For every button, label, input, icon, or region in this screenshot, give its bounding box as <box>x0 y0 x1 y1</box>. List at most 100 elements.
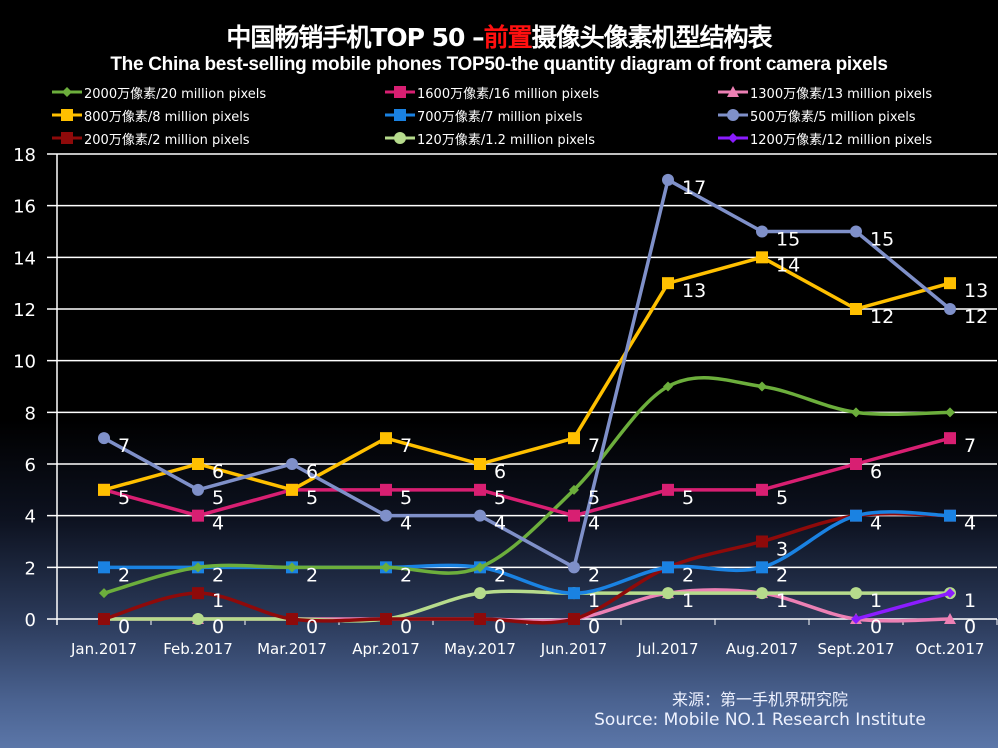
series-12mp-point <box>851 614 861 624</box>
legend-item-20mp: 2000万像素/20 million pixels <box>52 82 266 102</box>
series-1-2mp-point <box>850 587 862 600</box>
series-1-2mp-point <box>192 613 204 625</box>
series-5mp <box>98 173 956 574</box>
series-13mp-data-label: 0 <box>870 616 882 638</box>
series-2mp-data-label: 1 <box>212 590 224 612</box>
series-8mp-point <box>756 251 768 264</box>
series-8mp-data-label: 6 <box>212 461 224 483</box>
y-tick-label: 8 <box>25 403 36 424</box>
legend-label: 2000万像素/20 million pixels <box>84 86 267 102</box>
series-16mp-point <box>568 509 580 522</box>
series-5mp-data-label: 4 <box>494 513 506 535</box>
y-tick-label: 10 <box>13 352 36 373</box>
series-5mp-point <box>568 561 580 574</box>
series-16mp-data-label: 4 <box>588 513 600 535</box>
legend-label: 700万像素/7 million pixels <box>417 109 583 125</box>
legend-item-16mp: 1600万像素/16 million pixels <box>385 82 599 102</box>
legend-item-5mp: 500万像素/5 million pixels <box>718 105 916 125</box>
series-20mp-point <box>663 381 673 392</box>
series-2mp-point <box>192 587 204 600</box>
series-1-2mp-data-label: 0 <box>400 616 412 638</box>
series-1-2mp-data-label: 1 <box>776 590 788 612</box>
series-8mp <box>98 251 956 496</box>
legend-point <box>394 86 406 98</box>
series-20mp-point <box>193 562 203 573</box>
series-12mp-data-label: 1 <box>964 590 976 612</box>
series-8mp-data-label: 7 <box>588 435 600 457</box>
series-2mp-point <box>568 613 580 625</box>
legend-point <box>394 132 406 144</box>
series-20mp-point <box>945 407 955 418</box>
series-5mp-point <box>474 509 486 522</box>
legend-point <box>394 109 406 121</box>
legend-label: 120万像素/1.2 million pixels <box>417 132 595 148</box>
series-8mp-point <box>850 303 862 315</box>
legend-point <box>727 86 739 97</box>
y-tick-label: 12 <box>13 300 36 321</box>
series-16mp-point <box>944 432 956 445</box>
series-16mp-point <box>850 458 862 470</box>
x-tick-label: Jan.2017 <box>70 640 137 658</box>
legend-label: 500万像素/5 million pixels <box>750 109 916 125</box>
series-7mp-data-label: 2 <box>306 564 318 586</box>
series-12mp-point <box>945 588 955 599</box>
title-cn-part1: 中国畅销手机TOP 50 – <box>226 23 484 52</box>
series-8mp-point <box>662 277 674 290</box>
chart-title-cn: 中国畅销手机TOP 50 –前置摄像头像素机型结构表 <box>0 18 998 54</box>
series-8mp-point <box>192 458 204 470</box>
series-16mp-data-label: 5 <box>400 487 412 509</box>
series-5mp-data-label: 15 <box>870 229 894 251</box>
source-en: Source: Mobile NO.1 Research Institute <box>594 710 926 730</box>
series-8mp-point <box>474 458 486 470</box>
series-8mp-data-label: 14 <box>776 254 800 276</box>
series-7mp-data-label: 2 <box>400 564 412 586</box>
series-7mp-point <box>568 587 580 600</box>
y-tick-label: 6 <box>25 455 36 476</box>
legend-marker-icon <box>52 109 82 121</box>
series-5mp-data-label: 17 <box>682 177 706 199</box>
series-2mp-point <box>756 535 768 548</box>
series-8mp-data-label: 12 <box>870 306 894 328</box>
series-2mp-point <box>474 613 486 625</box>
chart-subtitle-en: The China best-selling mobile phones TOP… <box>110 54 888 75</box>
series-1-2mp-point <box>474 587 486 600</box>
series-2mp-data-label: 0 <box>494 616 506 638</box>
x-tick-label: Feb.2017 <box>163 640 233 658</box>
series-16mp-point <box>662 483 674 496</box>
legend-item-8mp: 800万像素/8 million pixels <box>52 105 250 125</box>
series-20mp-point <box>287 562 297 573</box>
series-7mp-point <box>944 509 956 522</box>
title-cn-highlight: 前置 <box>483 23 533 52</box>
series-8mp-data-label: 13 <box>682 280 706 302</box>
series-8mp-point <box>944 277 956 290</box>
series-2mp-data-label: 3 <box>776 539 788 561</box>
legend-label: 1600万像素/16 million pixels <box>417 86 600 102</box>
series-12mp-line <box>854 591 952 621</box>
series-16mp-data-label: 5 <box>494 487 506 509</box>
series-5mp-point <box>286 458 298 470</box>
x-tick-label: Jul.2017 <box>636 640 698 658</box>
series-5mp-data-label: 12 <box>964 306 988 328</box>
series-16mp-data-label: 7 <box>964 435 976 457</box>
series-20mp-point <box>851 407 861 418</box>
legend-point <box>61 109 73 121</box>
series-2mp-data-label: 4 <box>964 513 976 535</box>
series-5mp-point <box>850 225 862 238</box>
series-7mp-data-label: 2 <box>776 564 788 586</box>
series-8mp-point <box>286 483 298 496</box>
y-tick-label: 2 <box>25 558 36 579</box>
series-2mp-data-label: 0 <box>588 616 600 638</box>
series-20mp-point <box>475 562 485 573</box>
series-1-2mp-line <box>102 589 952 623</box>
series-7mp-point <box>756 561 768 574</box>
series-20mp-point <box>757 381 767 392</box>
series-16mp-data-label: 5 <box>118 487 130 509</box>
x-tick-label: Apr.2017 <box>352 640 420 658</box>
series-1-2mp-data-label: 1 <box>870 590 882 612</box>
source-cn: 来源：第一手机界研究院 <box>671 690 848 709</box>
series-5mp-point <box>98 432 110 445</box>
series-5mp-data-label: 15 <box>776 229 800 251</box>
series-5mp-data-label: 4 <box>400 513 412 535</box>
legend-label: 1200万像素/12 million pixels <box>750 132 933 148</box>
legend-point <box>727 109 739 121</box>
